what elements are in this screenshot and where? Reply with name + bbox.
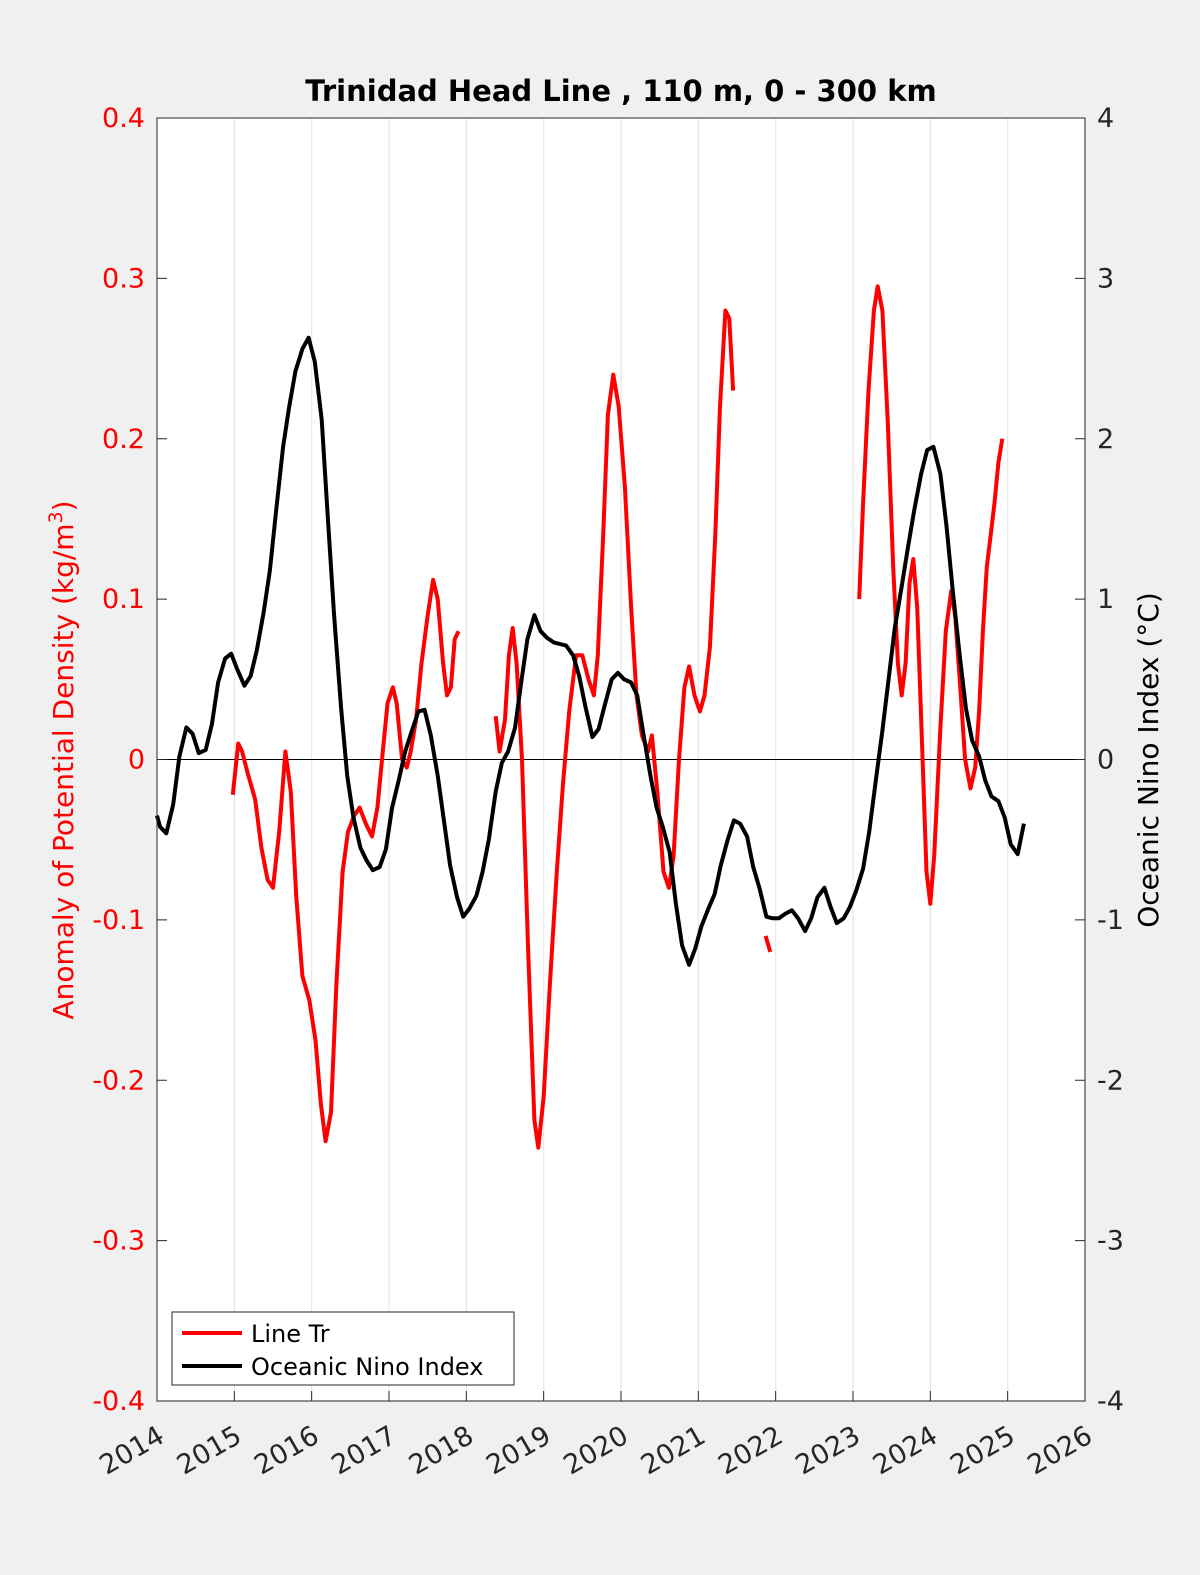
line-tr-series-segment-3 bbox=[857, 284, 1005, 906]
y-left-tick-label--0.2: -0.2 bbox=[92, 1065, 145, 1096]
y-axis-left-label-sup: 3 bbox=[45, 511, 67, 523]
legend-label-line-tr: Line Tr bbox=[251, 1320, 330, 1348]
y-axis-left-label-suffix: ) bbox=[47, 500, 80, 511]
legend-label-oni: Oceanic Nino Index bbox=[251, 1353, 483, 1381]
y-right-tick-label--1: -1 bbox=[1097, 905, 1124, 936]
y-left-tick-label-0.4: 0.4 bbox=[102, 103, 145, 134]
y-left-tick-label--0.1: -0.1 bbox=[92, 905, 145, 936]
legend-box bbox=[171, 1311, 515, 1386]
chart-title: Trinidad Head Line , 110 m, 0 - 300 km bbox=[305, 74, 936, 108]
series-layer bbox=[155, 284, 1026, 1150]
line-tr-series-segment-2 bbox=[763, 935, 773, 953]
y-right-tick-label-2: 2 bbox=[1097, 424, 1114, 455]
y-right-tick-label-1: 1 bbox=[1097, 584, 1114, 615]
line-tr-series-segment-1 bbox=[493, 308, 736, 1150]
y-right-tick-label--2: -2 bbox=[1097, 1065, 1124, 1096]
y-axis-left-label: Anomaly of Potential Density (kg/m3) bbox=[45, 500, 80, 1019]
y-left-tick-label-0.3: 0.3 bbox=[102, 263, 145, 294]
y-left-tick-label--0.3: -0.3 bbox=[92, 1226, 145, 1257]
y-right-tick-label-4: 4 bbox=[1097, 103, 1114, 134]
y-axis-right-label: Oceanic Nino Index (°C) bbox=[1132, 592, 1165, 928]
oni-series-segment-0 bbox=[155, 335, 1026, 967]
y-left-tick-label-0.1: 0.1 bbox=[102, 584, 145, 615]
y-left-tick-label--0.4: -0.4 bbox=[92, 1386, 145, 1417]
y-axis-left-label-prefix: Anomaly of Potential Density (kg/m bbox=[47, 523, 80, 1019]
y-right-tick-label--4: -4 bbox=[1097, 1386, 1124, 1417]
y-left-tick-label-0.2: 0.2 bbox=[102, 424, 145, 455]
y-left-tick-label-0: 0 bbox=[128, 745, 145, 776]
y-right-tick-label-0: 0 bbox=[1097, 745, 1114, 776]
y-right-tick-label-3: 3 bbox=[1097, 263, 1114, 294]
y-right-tick-label--3: -3 bbox=[1097, 1226, 1124, 1257]
legend: Line Tr Oceanic Nino Index bbox=[171, 1311, 515, 1386]
